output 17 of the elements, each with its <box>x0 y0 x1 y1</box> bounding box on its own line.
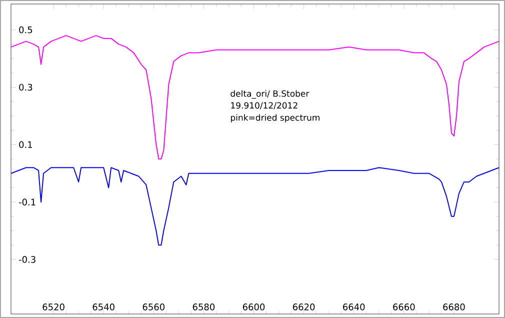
y-tick-label: 0.5 <box>19 26 32 34</box>
x-tick-label: 6620 <box>292 304 315 310</box>
annotation: 19.910/12/2012 <box>231 102 298 110</box>
x-tick-label: 6640 <box>343 304 365 310</box>
x-tick-label: 6580 <box>192 304 215 310</box>
y-tick-label: -0.3 <box>18 256 36 263</box>
x-tick-label: 6600 <box>242 304 265 310</box>
x-tick-label: 6680 <box>443 304 465 310</box>
annotation: pink=dried spectrum <box>230 114 320 122</box>
x-tick-label: 6560 <box>142 304 164 310</box>
y-tick-label: 0.1 <box>19 141 32 148</box>
y-tick-label: -0.1 <box>18 198 36 206</box>
x-tick-label: 6540 <box>92 304 114 310</box>
y-tick-label: 0.3 <box>19 84 32 91</box>
annotation: delta_ori/ B.Stober <box>230 90 310 99</box>
x-tick-label: 6520 <box>42 304 64 310</box>
x-tick-label: 6660 <box>393 304 415 310</box>
